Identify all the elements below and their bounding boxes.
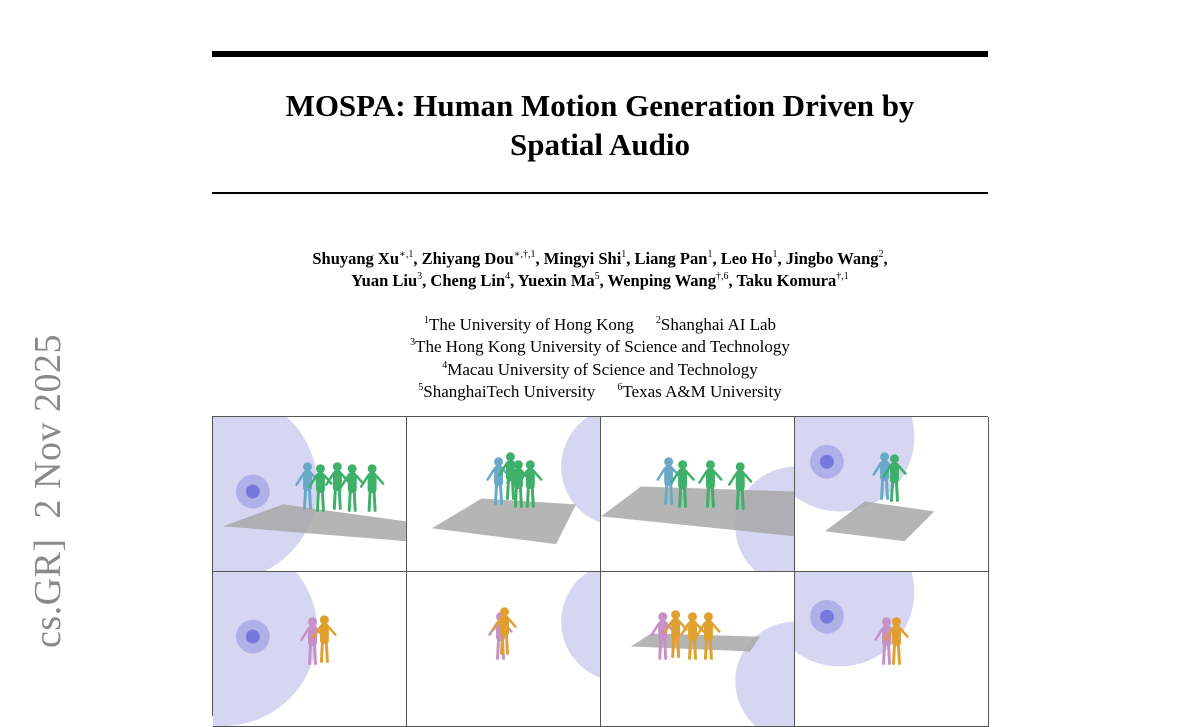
- title-rule: [212, 192, 988, 194]
- affiliation-line: 5ShanghaiTech University 6Texas A&M Unive…: [418, 381, 782, 401]
- author: Yuexin Ma5: [518, 271, 600, 290]
- audio-sphere: [213, 572, 318, 726]
- author-affiliation-mark: 3: [417, 271, 423, 282]
- title-line-2: Spatial Audio: [509, 127, 691, 162]
- author-name: Jingbo Wang: [785, 249, 879, 268]
- figure-panel: [601, 572, 795, 727]
- affiliation: ShanghaiTech University: [423, 381, 596, 401]
- human-figure: [882, 454, 907, 502]
- figure-panel: [407, 417, 601, 572]
- affiliation-line: 1The University of Hong Kong 2Shanghai AI…: [423, 315, 777, 334]
- author-affiliation-mark: 1: [772, 249, 778, 260]
- arxiv-stamp: cs.GR] 2 Nov 2025: [27, 334, 69, 649]
- title-line-1: MOSPA: Human Motion Generation Driven by: [285, 88, 915, 123]
- author: Jingbo Wang2: [786, 249, 884, 268]
- author-name: Wenping Wang: [607, 271, 716, 290]
- figure-panel: [795, 417, 989, 572]
- author-name: Mingyi Shi: [543, 249, 622, 268]
- author: Mingyi Shi1: [544, 249, 626, 268]
- author-affiliation-mark: 4: [505, 271, 511, 282]
- author-name: Shuyang Xu: [312, 249, 400, 268]
- sound-source-core: [245, 484, 260, 499]
- author-name: Taku Komura: [736, 271, 837, 290]
- human-figure: [698, 460, 723, 508]
- ground-plane: [223, 504, 406, 542]
- figure-panel: [601, 417, 795, 572]
- human-figure: [670, 460, 695, 508]
- human-figure: [486, 457, 511, 505]
- human-figure: [680, 612, 705, 660]
- paper-title: MOSPA: Human Motion Generation Driven by…: [212, 86, 988, 164]
- author: Leo Ho1: [721, 249, 778, 268]
- figure-panel: [407, 572, 601, 727]
- author-affiliation-mark: 1: [707, 249, 713, 260]
- author-affiliation-mark: 2: [878, 249, 884, 260]
- ground-plane: [824, 501, 935, 542]
- author: Liang Pan1: [635, 249, 713, 268]
- human-figure: [325, 462, 350, 510]
- author-affiliation-mark: 1: [621, 249, 627, 260]
- ground-plane: [601, 486, 794, 537]
- author-affiliation-mark: ∗,†,1: [513, 249, 536, 260]
- top-rule: [212, 51, 988, 57]
- audio-sphere: [213, 417, 318, 571]
- author: Wenping Wang†,6: [608, 271, 729, 290]
- author-affiliation-mark: †,6: [715, 271, 729, 282]
- author: Taku Komura†,1: [736, 271, 848, 290]
- human-figure: [308, 464, 333, 512]
- audio-sphere: [561, 417, 600, 523]
- figure-panel: [213, 572, 407, 727]
- author-name: Yuan Liu: [351, 271, 418, 290]
- author-name: Liang Pan: [634, 249, 708, 268]
- author-name: Cheng Lin: [430, 271, 506, 290]
- figure-panel: [795, 572, 989, 727]
- author: Shuyang Xu∗,1: [312, 249, 413, 268]
- human-figure: [340, 464, 365, 512]
- author-list: Shuyang Xu∗,1, Zhiyang Dou∗,†,1, Mingyi …: [312, 249, 888, 290]
- teaser-figure: [212, 416, 989, 727]
- author: Cheng Lin4: [430, 271, 510, 290]
- figure-panel: [213, 417, 407, 572]
- sound-source-core: [819, 454, 834, 469]
- author-name: Yuexin Ma: [517, 271, 595, 290]
- ground-plane: [431, 498, 577, 545]
- affiliation: The Hong Kong University of Science and …: [415, 337, 790, 357]
- human-figure: [728, 462, 753, 510]
- affiliation: Macau University of Science and Technolo…: [447, 359, 758, 379]
- affiliation: The University of Hong Kong: [428, 315, 634, 334]
- audio-sphere: [561, 572, 600, 678]
- human-figure: [518, 460, 543, 508]
- affiliation: Shanghai AI Lab: [660, 315, 777, 334]
- author-name: Zhiyang Dou: [421, 249, 514, 268]
- author-affiliation-mark: ∗,1: [399, 249, 414, 260]
- author-name: Leo Ho: [720, 249, 773, 268]
- human-figure: [359, 464, 385, 512]
- human-figure: [872, 452, 897, 500]
- affiliation-line: 3The Hong Kong University of Science and…: [410, 337, 790, 357]
- audio-sphere: [795, 417, 915, 512]
- author-affiliation-mark: 5: [594, 271, 600, 282]
- author-affiliation-mark: †,1: [836, 271, 849, 282]
- human-figure: [663, 610, 688, 658]
- sound-source-core: [245, 629, 260, 644]
- affiliation-list: 1The University of Hong Kong 2Shanghai AI…: [212, 314, 988, 403]
- sound-source-core: [819, 609, 834, 624]
- author: Zhiyang Dou∗,†,1: [422, 249, 536, 268]
- affiliation-line: 4Macau University of Science and Technol…: [442, 359, 758, 379]
- author: Yuan Liu3: [351, 271, 422, 290]
- affiliation: Texas A&M University: [622, 381, 782, 401]
